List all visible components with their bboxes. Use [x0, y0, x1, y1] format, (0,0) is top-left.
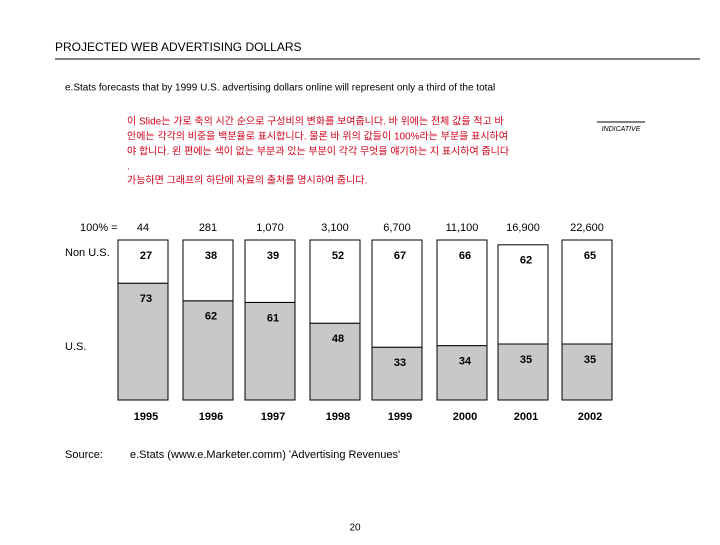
segment-label: 39	[267, 250, 279, 262]
total-value: 16,900	[506, 222, 540, 234]
bar-segment	[309, 322, 361, 401]
segment-label: 73	[140, 293, 152, 305]
bar-segment	[117, 239, 169, 284]
note-line: 안에는 각각의 비중을 백분율로 표시합니다. 물론 바 위의 값들이 100%…	[127, 130, 508, 143]
bar-segment	[244, 301, 296, 401]
segment-label: 65	[584, 250, 596, 262]
segment-label: 34	[459, 356, 472, 368]
segment-label: 35	[520, 354, 532, 366]
total-value: 6,700	[383, 222, 411, 234]
year-label: 1996	[199, 411, 223, 423]
segment-label: 33	[394, 357, 406, 369]
bar-segment	[497, 244, 549, 345]
segment-label: 67	[394, 250, 406, 262]
year-label: 1995	[134, 411, 158, 423]
note-line: 이 Slide는 가로 축의 시간 순으로 구성비의 변화를 보여줍니다. 바 …	[127, 115, 504, 128]
total-value: 1,070	[256, 222, 284, 234]
subtitle: e.Stats forecasts that by 1999 U.S. adve…	[65, 83, 495, 94]
total-label: 100% =	[80, 222, 118, 234]
total-value: 3,100	[321, 222, 349, 234]
segment-label: 38	[205, 250, 217, 262]
total-value: 11,100	[446, 222, 479, 234]
series-label: Non U.S.	[65, 247, 110, 259]
page-number: 20	[349, 523, 361, 534]
segment-label: 35	[584, 354, 596, 366]
title: PROJECTED WEB ADVERTISING DOLLARS	[55, 40, 302, 54]
segment-label: 62	[520, 255, 532, 267]
bar-segment	[309, 239, 361, 324]
bar-segment	[371, 346, 423, 401]
bar-segment	[436, 345, 488, 401]
bar-segment	[182, 239, 234, 302]
note-line: 야 합니다. 왼 편에는 색이 없는 부분과 있는 부분이 각각 무엇을 얘기하…	[127, 145, 509, 158]
year-label: 2002	[578, 411, 602, 423]
bar-segment	[497, 343, 549, 401]
source: e.Stats (www.e.Marketer.comm) 'Advertisi…	[130, 449, 400, 461]
note-line: .	[127, 162, 130, 173]
year-label: 1999	[388, 411, 412, 423]
bar-segment	[561, 239, 613, 345]
total-value: 44	[137, 222, 149, 234]
segment-label: 27	[140, 250, 152, 262]
year-label: 2001	[514, 411, 538, 423]
year-label: 1997	[261, 411, 285, 423]
year-label: 2000	[453, 411, 477, 423]
total-value: 281	[199, 222, 217, 234]
source-label: Source:	[65, 449, 103, 461]
bar-segment	[117, 282, 169, 401]
bar-segment	[561, 343, 613, 401]
segment-label: 62	[205, 311, 217, 323]
year-label: 1998	[326, 411, 350, 423]
bar-segment	[436, 239, 488, 347]
total-value: 22,600	[570, 222, 604, 234]
note-line: 가능하면 그래프의 하단에 자료의 출처를 명시하여 줍니다.	[127, 174, 367, 187]
segment-label: 48	[332, 333, 344, 345]
bar-segment	[371, 239, 423, 348]
bar-segment	[182, 300, 234, 401]
segment-label: 52	[332, 250, 344, 262]
segment-label: 61	[267, 312, 279, 324]
badge: INDICATIVE	[602, 126, 641, 133]
series-label: U.S.	[65, 341, 86, 353]
segment-label: 66	[459, 250, 471, 262]
bar-segment	[244, 239, 296, 303]
